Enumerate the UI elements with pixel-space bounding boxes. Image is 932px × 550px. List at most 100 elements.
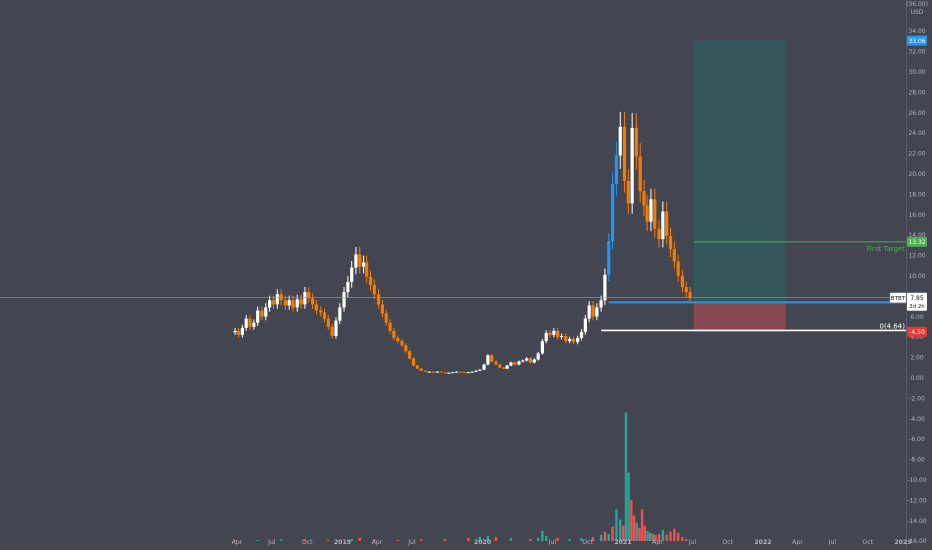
- y-tick-label: 4.00: [910, 334, 924, 341]
- candle: [568, 339, 572, 342]
- candle: [435, 371, 439, 373]
- candle: [459, 371, 463, 373]
- candle: [591, 305, 595, 317]
- volume-bar: [607, 533, 610, 541]
- price-badge-label: 13.32: [908, 239, 925, 246]
- y-tick-label: 0.00: [910, 375, 924, 382]
- candle: [528, 358, 533, 363]
- y-tick-label: -4.00: [909, 416, 925, 423]
- x-tick-label: Jul: [688, 539, 697, 546]
- candle: [396, 338, 400, 342]
- candle: [400, 341, 404, 346]
- candle: [556, 330, 560, 337]
- candle: [275, 294, 279, 305]
- candle: [338, 307, 342, 321]
- volume-bar: [669, 531, 672, 541]
- price-axis[interactable]: (36.00)USD 34.00 32.00 30.00 28.00 26.00 24.00…: [906, 0, 928, 550]
- volume-bar: [665, 534, 668, 541]
- candle: [326, 318, 330, 327]
- x-tick-label: 2019: [334, 539, 351, 546]
- volume-layer: [233, 412, 688, 541]
- currency-label: USD: [911, 9, 924, 16]
- candle: [314, 304, 319, 311]
- candle: [618, 126, 622, 156]
- time-axis[interactable]: Apr Jul Oct 2019 Apr Jul 2020 Jul Oct 2021 Apr Jul O…: [232, 539, 912, 546]
- volume-bar: [640, 509, 644, 541]
- volume-bar: [419, 539, 423, 541]
- candle: [536, 353, 540, 360]
- volume-bar: [580, 537, 583, 541]
- candle: [299, 299, 303, 305]
- y-tick-label: -8.00: [909, 457, 925, 464]
- volume-bar: [478, 536, 482, 541]
- x-tick-label: 2023: [894, 539, 911, 546]
- y-tick-label: (36.00): [906, 1, 928, 8]
- candle: [454, 371, 459, 373]
- volume-bar: [632, 515, 636, 541]
- last-price-label: 7.85: [910, 295, 924, 302]
- candle: [268, 300, 272, 308]
- candle: [330, 326, 334, 336]
- volume-bar: [279, 539, 283, 541]
- volume-bar: [681, 536, 684, 541]
- candle: [319, 310, 323, 313]
- candle: [411, 358, 416, 366]
- candle: [668, 236, 673, 250]
- target-zone: [693, 40, 786, 303]
- candle: [392, 330, 396, 339]
- candle: [517, 361, 521, 365]
- candle: [657, 228, 661, 240]
- y-tick-label: 32.00: [908, 49, 925, 56]
- candle: [571, 339, 576, 343]
- candle: [380, 304, 384, 314]
- candle: [583, 318, 587, 332]
- candle: [236, 330, 241, 335]
- price-badge: [907, 326, 927, 337]
- candle: [552, 330, 556, 335]
- volume-bar: [643, 525, 647, 541]
- x-tick-label: Apr: [792, 539, 803, 546]
- volume-bar: [443, 538, 447, 541]
- volume-bar: [635, 522, 638, 541]
- candle: [462, 372, 467, 374]
- candle: [645, 205, 649, 222]
- x-tick-label: 2020: [474, 539, 492, 546]
- y-tick-label: 16.00: [908, 212, 925, 219]
- candle: [365, 262, 369, 277]
- volume-bar: [646, 530, 649, 541]
- candle: [642, 191, 646, 206]
- candle: [603, 274, 607, 301]
- candle: [607, 241, 611, 275]
- candle: [427, 371, 431, 373]
- x-tick-label: Apr: [652, 539, 663, 546]
- volume-bar: [599, 534, 603, 541]
- y-tick-label: 14.00: [908, 232, 925, 239]
- price-badge: [907, 35, 927, 46]
- candle: [661, 211, 665, 240]
- candle: [490, 355, 494, 362]
- candle: [439, 371, 443, 373]
- candle: [630, 127, 634, 204]
- candle: [451, 372, 455, 374]
- candle: [368, 276, 373, 285]
- symbol-label: BTBT: [891, 296, 906, 302]
- candle: [486, 355, 490, 365]
- volume-bar: [556, 537, 559, 541]
- candle: [653, 199, 657, 229]
- y-tick-label: -2.00: [909, 395, 925, 402]
- candle: [525, 358, 529, 361]
- volume-bar: [568, 538, 571, 541]
- y-tick-label: 6.00: [910, 314, 924, 321]
- x-tick-label: 2022: [754, 539, 771, 546]
- candle: [502, 367, 506, 369]
- candle: [264, 307, 268, 317]
- price-layer: [233, 111, 692, 374]
- volume-bar: [358, 537, 361, 541]
- volume-bar: [545, 535, 548, 541]
- x-tick-label: Oct: [582, 539, 593, 546]
- candle: [415, 365, 419, 369]
- candle: [419, 368, 423, 371]
- y-tick-label: -14.00: [907, 518, 927, 525]
- candle: [610, 184, 615, 242]
